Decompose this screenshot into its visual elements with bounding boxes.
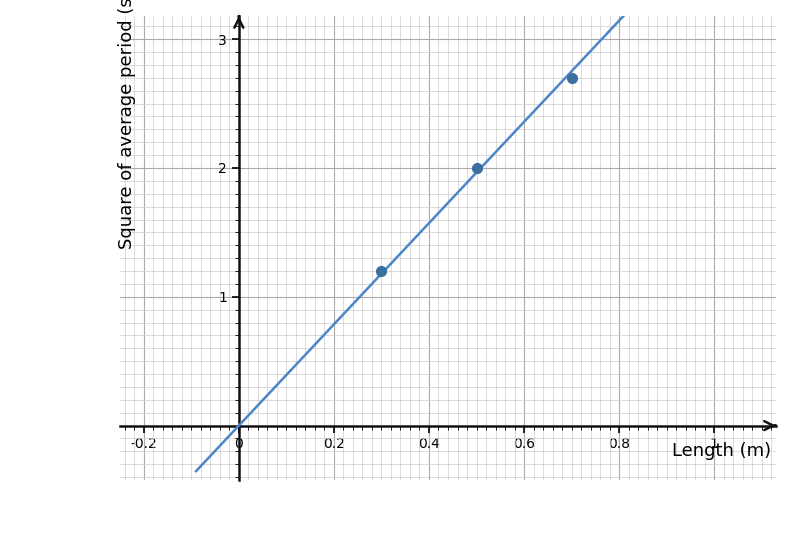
Point (565, 74, 578, 82)
Text: Length (m): Length (m) (672, 442, 771, 461)
Point (470, 164, 483, 172)
Text: Square of average period (s^2): Square of average period (s^2) (118, 0, 136, 249)
Point (375, 266, 388, 275)
